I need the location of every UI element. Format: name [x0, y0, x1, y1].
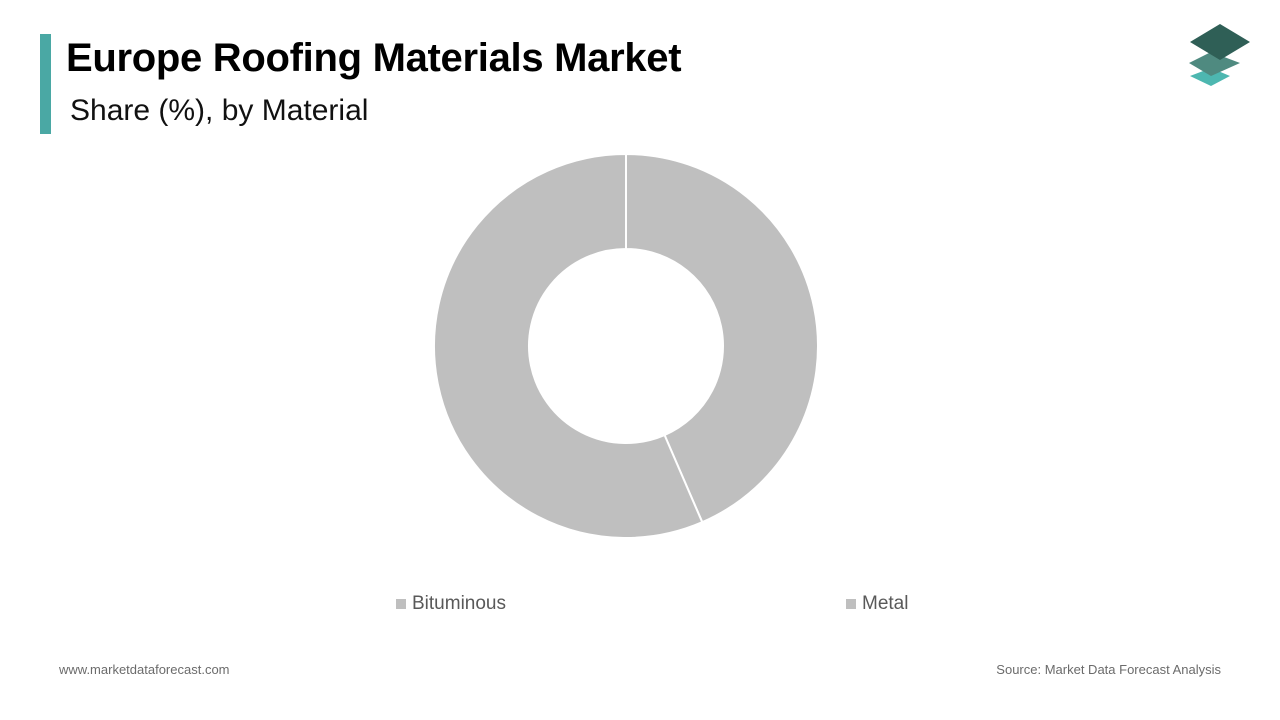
title-accent-bar	[40, 34, 51, 134]
legend-item-metal: Metal	[846, 593, 908, 615]
logo-top-layer	[1190, 24, 1250, 60]
donut-slices	[433, 152, 819, 539]
legend-label-bituminous: Bituminous	[412, 593, 506, 614]
logo-middle-layer	[1189, 52, 1240, 76]
logo-bottom-layer	[1190, 68, 1230, 86]
legend-swatch-bituminous	[396, 599, 406, 609]
legend-item-bituminous: Bituminous	[396, 593, 506, 615]
footer-website: www.marketdataforecast.com	[59, 662, 230, 677]
donut-slice-metal	[433, 152, 704, 539]
chart-title: Europe Roofing Materials Market	[66, 36, 682, 80]
legend-swatch-metal	[846, 599, 856, 609]
legend-label-metal: Metal	[862, 593, 909, 614]
footer-source: Source: Market Data Forecast Analysis	[996, 662, 1221, 677]
stacked-layers-logo-icon	[1189, 24, 1250, 86]
chart-subtitle: Share (%), by Material	[70, 94, 369, 127]
donut-slice-bituminous	[625, 152, 819, 524]
